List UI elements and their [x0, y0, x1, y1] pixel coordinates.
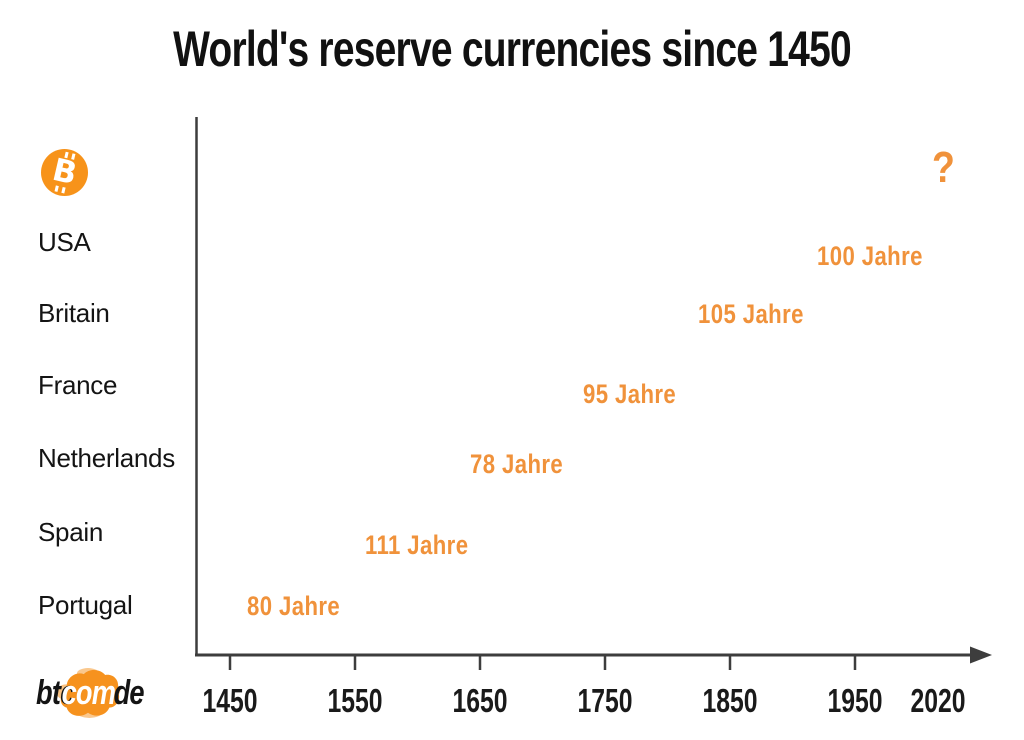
x-tick-label-1450: 1450: [202, 682, 258, 719]
watermark-btc-text: btc: [36, 674, 75, 712]
x-axis-arrow-icon: [970, 646, 992, 664]
watermark-com-text: com: [61, 674, 116, 712]
y-axis-label-britain: Britain: [38, 298, 110, 328]
y-axis-label-usa: USA: [38, 227, 91, 257]
y-axis-label-spain: Spain: [38, 517, 103, 547]
bitcoin-question-mark: ?: [932, 143, 955, 192]
watermark-logo: btc com de: [36, 668, 145, 718]
x-axis-ticks: [228, 656, 857, 670]
chart-title: World's reserve currencies since 1450: [173, 21, 852, 77]
y-axis-label-france: France: [38, 370, 118, 400]
x-tick-label-1950: 1950: [827, 682, 883, 719]
y-axis-label-portugal: Portugal: [38, 590, 133, 620]
duration-label-spain: 111 Jahre: [365, 530, 469, 560]
duration-label-usa: 100 Jahre: [817, 241, 923, 271]
watermark-de-text: de: [113, 674, 145, 712]
watermark-splash-icon: [56, 668, 121, 718]
duration-label-britain: 105 Jahre: [698, 299, 804, 329]
duration-label-portugal: 80 Jahre: [247, 591, 341, 621]
x-tick-label-1550: 1550: [327, 682, 383, 719]
duration-label-netherlands: 78 Jahre: [470, 449, 564, 479]
x-tick-label-1750: 1750: [577, 682, 633, 719]
x-tick-label-1650: 1650: [452, 682, 508, 719]
bitcoin-icon: B: [41, 149, 88, 196]
x-tick-label-2020: 2020: [910, 682, 966, 719]
x-tick-label-1850: 1850: [702, 682, 758, 719]
duration-label-france: 95 Jahre: [583, 379, 677, 409]
y-axis-label-netherlands: Netherlands: [38, 443, 175, 473]
